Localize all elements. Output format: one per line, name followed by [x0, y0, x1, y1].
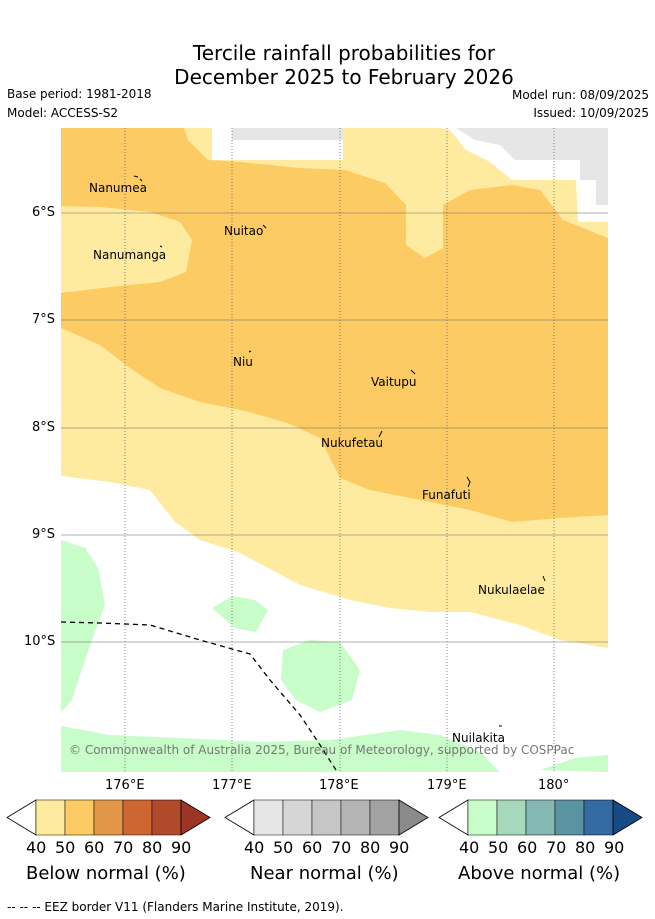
colorbar-above-swatch — [525, 799, 556, 836]
cb-above-tick-80: 80 — [575, 838, 596, 857]
lon-label-177e: 177°E — [212, 778, 252, 793]
base-period: Base period: 1981-2018 — [7, 87, 152, 101]
lon-label-178e: 178°E — [319, 778, 359, 793]
colorbar-below-normal — [6, 799, 211, 836]
colorbar-below-underflow-triangle — [6, 799, 37, 836]
cb-above-tick-50: 50 — [488, 838, 509, 857]
meridians — [124, 128, 555, 772]
colorbar-above-swatch — [554, 799, 585, 836]
graticule — [61, 212, 608, 643]
place-label-nukulaelae: Nukulaelae — [478, 583, 545, 597]
cb-near-tick-60: 60 — [302, 838, 323, 857]
island-shapes — [133, 175, 546, 727]
colorbar-near-underflow-triangle — [224, 799, 255, 836]
colorbar-below-title: Below normal (%) — [26, 863, 186, 884]
colorbar-near-swatch — [369, 799, 400, 836]
colorbar-near-swatch — [282, 799, 313, 836]
cb-near-tick-80: 80 — [360, 838, 381, 857]
colorbar-above-title: Above normal (%) — [458, 863, 621, 884]
lat-label-9s: 9°S — [32, 527, 56, 542]
cb-below-tick-40: 40 — [26, 838, 47, 857]
colorbar-below-swatch — [64, 799, 95, 836]
colorbar-near-overflow-triangle — [398, 799, 429, 836]
model-run-date: Model run: 08/09/2025 — [511, 88, 649, 102]
colorbar-above-swatch — [467, 799, 498, 836]
place-label-nuilakita: Nuilakita — [452, 731, 505, 745]
model-name: Model: ACCESS-S2 — [7, 106, 119, 120]
lat-label-10s: 10°S — [24, 634, 56, 649]
below-normal-50-60-region — [61, 128, 608, 522]
colorbar-near-swatch — [253, 799, 284, 836]
colorbar-near-title: Near normal (%) — [250, 863, 399, 884]
near-normal-40-50-region-1 — [232, 128, 343, 140]
above-normal-40-50-region-3 — [281, 640, 360, 712]
cb-above-tick-40: 40 — [459, 838, 480, 857]
cb-above-tick-70: 70 — [546, 838, 567, 857]
map-title-line2: December 2025 to February 2026 — [174, 65, 514, 89]
colorbar-above-swatch — [496, 799, 527, 836]
cb-below-tick-70: 70 — [113, 838, 134, 857]
lat-label-7s: 7°S — [32, 312, 56, 327]
cb-below-tick-90: 90 — [171, 838, 192, 857]
place-label-nuitao: Nuitao — [224, 224, 263, 238]
cb-below-tick-50: 50 — [55, 838, 76, 857]
colorbar-below-swatch — [93, 799, 124, 836]
lon-label-176e: 176°E — [105, 778, 145, 793]
colorbar-above-normal — [438, 799, 643, 836]
cb-near-tick-70: 70 — [331, 838, 352, 857]
lon-label-179e: 179°E — [427, 778, 467, 793]
above-normal-40-50-region-1 — [61, 540, 105, 712]
lat-label-8s: 8°S — [32, 420, 56, 435]
above-normal-40-50-region-5 — [540, 755, 608, 772]
colorbar-above-overflow-triangle — [612, 799, 643, 836]
colorbar-below-swatch — [122, 799, 153, 836]
above-normal-40-50-region-4 — [61, 726, 500, 772]
copyright-notice: © Commonwealth of Australia 2025, Bureau… — [69, 743, 574, 757]
eez-border — [61, 621, 337, 771]
place-label-funafuti: Funafuti — [422, 488, 471, 502]
cb-below-tick-60: 60 — [84, 838, 105, 857]
above-normal-40-50-region-2 — [212, 596, 268, 632]
place-label-nanumanga: Nanumanga — [93, 248, 166, 262]
eez-footnote: -- -- -- EEZ border V11 (Flanders Marine… — [7, 900, 344, 914]
colorbar-near-swatch — [340, 799, 371, 836]
near-normal-40-50-region-2 — [456, 128, 608, 205]
cb-near-tick-50: 50 — [273, 838, 294, 857]
place-label-niu: Niu — [233, 355, 253, 369]
colorbar-above-swatch — [583, 799, 614, 836]
colorbar-above-underflow-triangle — [438, 799, 469, 836]
place-label-nukufetau: Nukufetau — [321, 436, 383, 450]
issued-date: Issued: 10/09/2025 — [533, 106, 649, 120]
colorbars — [6, 799, 643, 836]
place-label-vaitupu: Vaitupu — [371, 375, 417, 389]
cb-near-tick-40: 40 — [244, 838, 265, 857]
colorbar-below-swatch — [151, 799, 182, 836]
place-label-nanumea: Nanumea — [89, 181, 147, 195]
cb-below-tick-80: 80 — [142, 838, 163, 857]
cb-near-tick-90: 90 — [389, 838, 410, 857]
colorbar-below-overflow-triangle — [180, 799, 211, 836]
colorbar-near-swatch — [311, 799, 342, 836]
cb-above-tick-60: 60 — [517, 838, 538, 857]
lon-label-180: 180° — [538, 778, 570, 793]
map-title-line1: Tercile rainfall probabilities for — [192, 41, 496, 65]
cb-above-tick-90: 90 — [604, 838, 625, 857]
lat-label-6s: 6°S — [32, 205, 56, 220]
colorbar-near-normal — [224, 799, 429, 836]
colorbar-below-swatch — [35, 799, 66, 836]
